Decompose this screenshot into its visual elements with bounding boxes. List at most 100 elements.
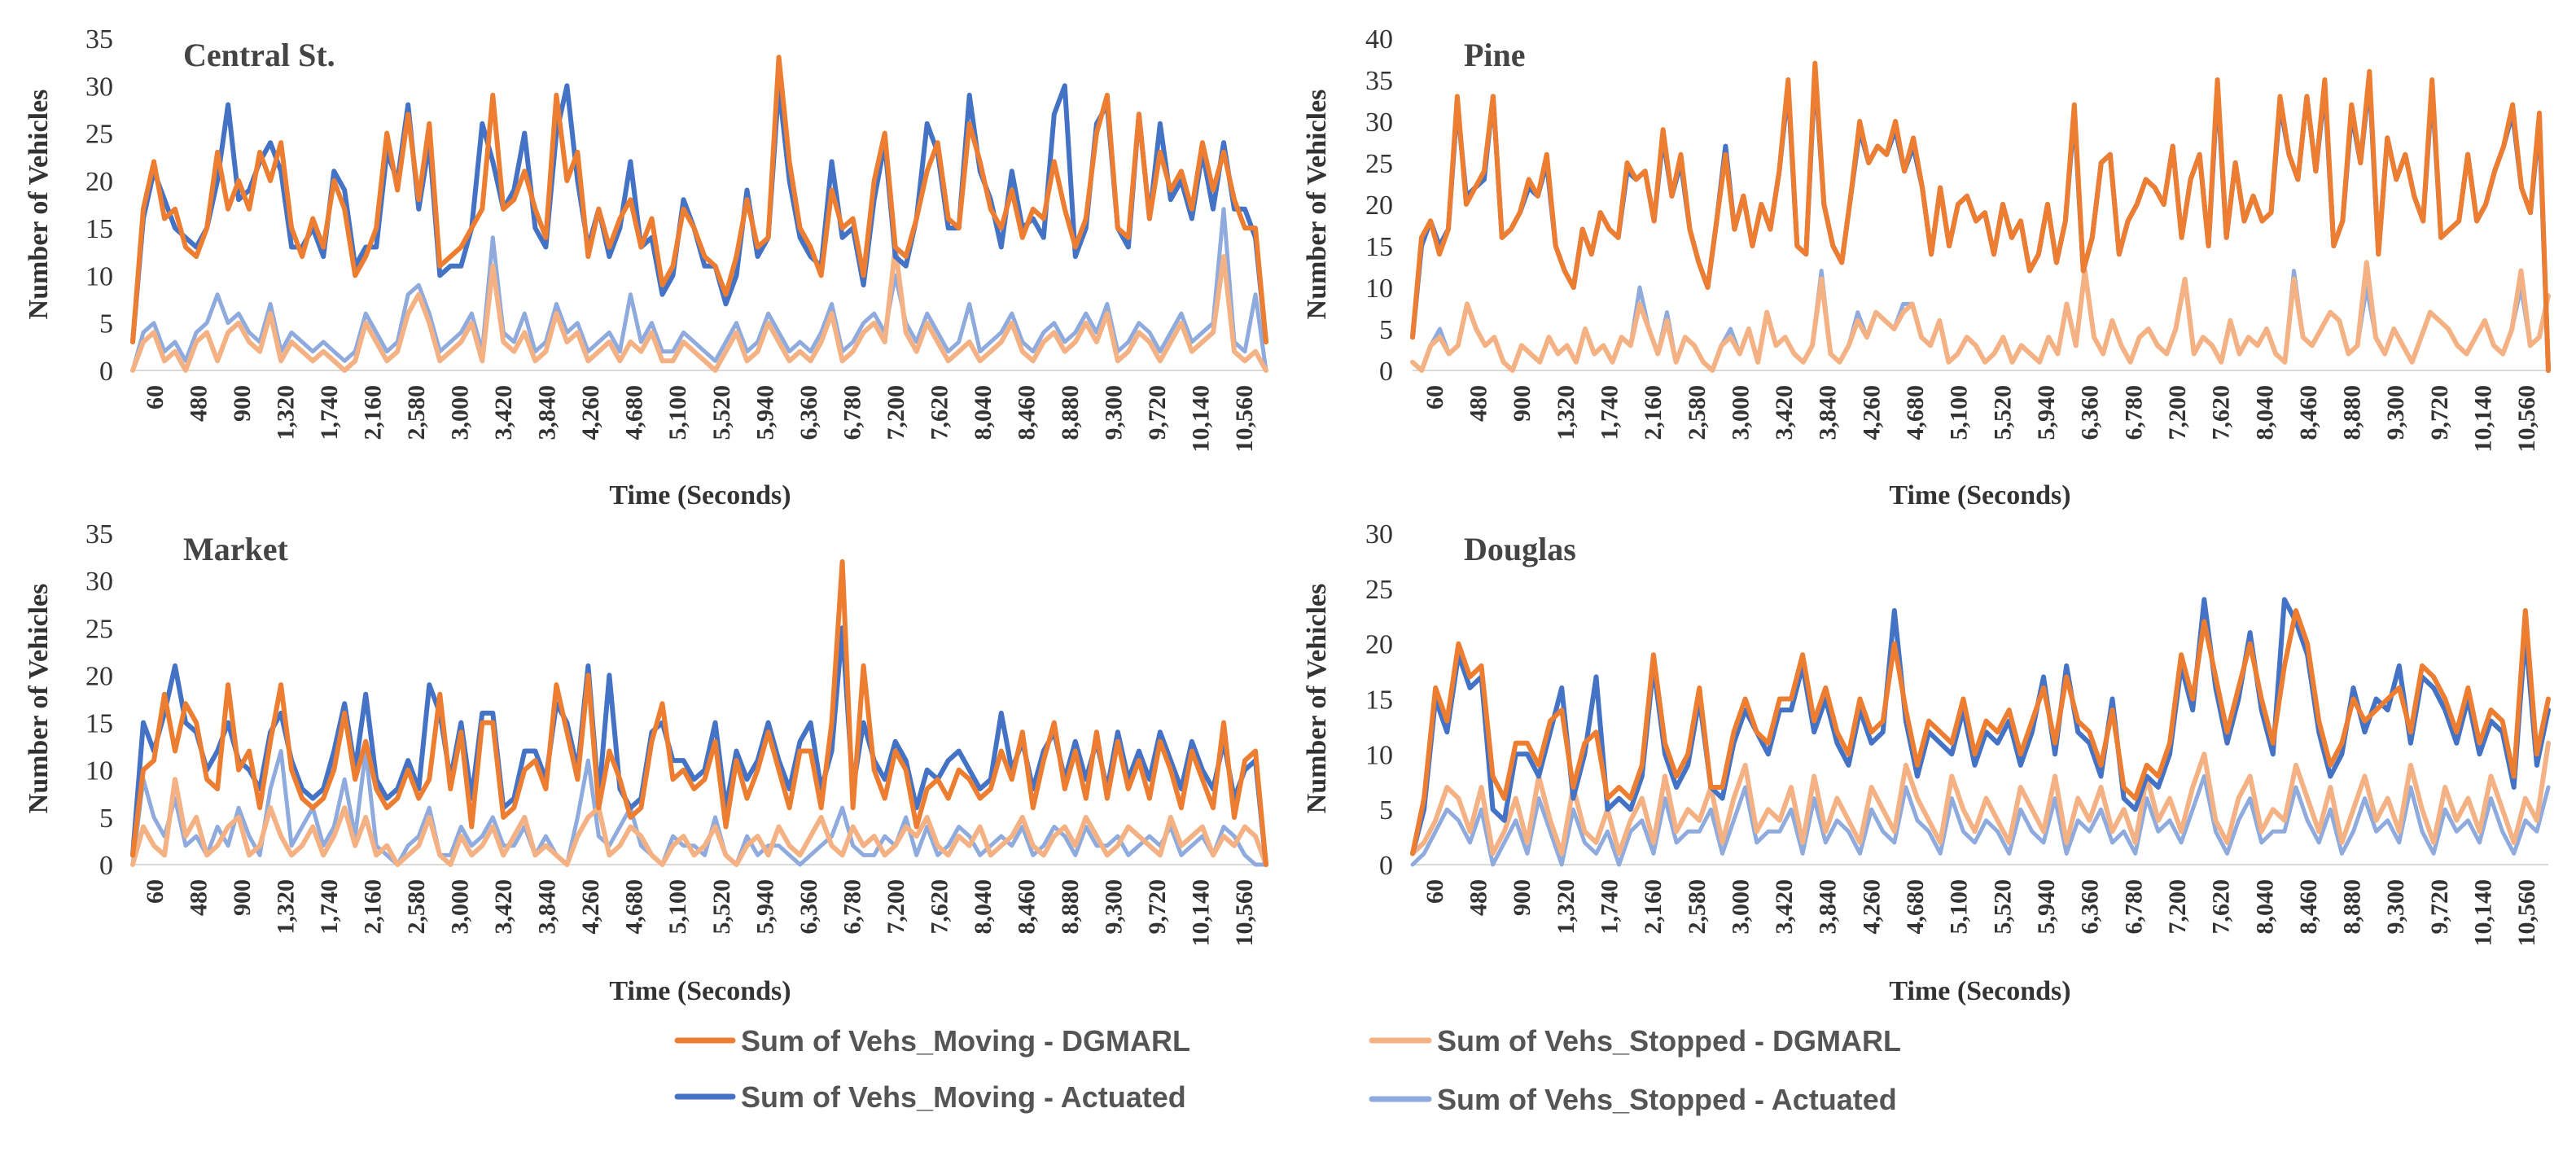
x-tick-label: 8,880 bbox=[1057, 879, 1084, 935]
x-tick-label: 5,940 bbox=[751, 385, 778, 440]
x-tick-label: 7,620 bbox=[926, 879, 953, 935]
x-tick-label: 10,560 bbox=[2513, 879, 2540, 947]
series-line-sum-of-vehs-moving-actuated bbox=[130, 625, 1268, 867]
series-line-sum-of-vehs-stopped-actuated bbox=[130, 207, 1268, 373]
x-tick-label: 4,680 bbox=[621, 879, 648, 935]
x-tick-label: 3,420 bbox=[490, 879, 517, 935]
x-tick-label: 480 bbox=[185, 385, 212, 422]
y-tick-label: 20 bbox=[1365, 191, 1393, 221]
x-tick-label: 5,100 bbox=[664, 879, 691, 935]
series-line-sum-of-vehs-stopped-dgmarl bbox=[1410, 740, 2551, 856]
y-tick-label: 0 bbox=[1379, 851, 1393, 881]
y-tick-label: 10 bbox=[85, 756, 113, 786]
x-tick-label: 6,360 bbox=[2077, 879, 2104, 935]
y-tick-label: 15 bbox=[85, 214, 113, 244]
x-tick-label: 3,840 bbox=[1815, 879, 1842, 935]
y-tick-label: 15 bbox=[1365, 686, 1393, 716]
y-axis-title: Number of Vehicles bbox=[1302, 90, 1332, 320]
x-tick-label: 2,580 bbox=[1684, 385, 1711, 440]
x-tick-label: 480 bbox=[1465, 385, 1492, 422]
y-tick-label: 40 bbox=[1365, 24, 1393, 55]
x-tick-label: 9,720 bbox=[2426, 385, 2453, 440]
chart-market: 0 5 10 15 20 25 30 35 60 480 900 1,320 1,740 2,160 2,5… bbox=[24, 519, 1268, 1006]
x-tick-label: 6,780 bbox=[839, 879, 865, 935]
legend-label: Sum of Vehs_Moving - DGMARL bbox=[741, 1024, 1190, 1058]
x-tick-label: 8,040 bbox=[970, 385, 997, 440]
y-tick-label: 10 bbox=[1365, 274, 1393, 304]
x-tick-label: 9,300 bbox=[2382, 385, 2409, 440]
x-tick-label: 60 bbox=[142, 385, 169, 410]
x-tick-label: 3,840 bbox=[534, 879, 561, 935]
x-tick-label: 10,140 bbox=[1188, 385, 1215, 453]
x-tick-label: 9,720 bbox=[1144, 879, 1171, 935]
x-tick-label: 1,740 bbox=[316, 385, 343, 440]
y-tick-label: 20 bbox=[85, 661, 113, 691]
chart-title: Market bbox=[183, 531, 289, 567]
x-tick-label: 3,000 bbox=[447, 879, 474, 935]
x-tick-label: 900 bbox=[1509, 879, 1536, 916]
x-tick-label: 3,420 bbox=[1771, 879, 1798, 935]
y-tick-label: 25 bbox=[85, 614, 113, 644]
x-tick-label: 5,940 bbox=[751, 879, 778, 935]
x-tick-label: 9,300 bbox=[1101, 879, 1128, 935]
chart-title: Central St. bbox=[183, 37, 335, 73]
x-tick-label: 5,100 bbox=[664, 385, 691, 440]
x-tick-label: 1,320 bbox=[1553, 879, 1579, 935]
y-tick-label: 5 bbox=[99, 804, 113, 834]
series-line-sum-of-vehs-stopped-dgmarl bbox=[130, 244, 1268, 373]
x-tick-label: 7,620 bbox=[2208, 879, 2235, 935]
x-tick-label: 3,420 bbox=[1771, 385, 1798, 440]
x-tick-label: 3,000 bbox=[1727, 879, 1754, 935]
y-tick-label: 35 bbox=[85, 519, 113, 550]
x-tick-label: 3,840 bbox=[1815, 385, 1842, 440]
series-line-sum-of-vehs-stopped-dgmarl bbox=[130, 777, 1268, 867]
y-tick-label: 0 bbox=[99, 851, 113, 881]
x-tick-label: 7,200 bbox=[883, 879, 909, 935]
x-tick-label: 7,200 bbox=[883, 385, 909, 440]
series-line-sum-of-vehs-stopped-actuated bbox=[1410, 774, 2551, 867]
legend-label: Sum of Vehs_Stopped - DGMARL bbox=[1437, 1024, 1901, 1058]
y-axis-title: Number of Vehicles bbox=[24, 584, 54, 814]
y-tick-label: 30 bbox=[1365, 519, 1393, 550]
x-tick-label: 8,040 bbox=[2251, 385, 2278, 440]
x-tick-label: 4,680 bbox=[1902, 879, 1929, 935]
x-axis-title: Time (Seconds) bbox=[1889, 976, 2070, 1006]
legend-label: Sum of Vehs_Stopped - Actuated bbox=[1437, 1083, 1897, 1116]
x-tick-label: 10,560 bbox=[2513, 385, 2540, 453]
y-tick-label: 10 bbox=[1365, 740, 1393, 770]
series-line-sum-of-vehs-moving-dgmarl bbox=[1410, 608, 2551, 856]
y-tick-label: 25 bbox=[1365, 149, 1393, 179]
x-tick-label: 8,880 bbox=[1057, 385, 1084, 440]
x-tick-label: 8,040 bbox=[970, 879, 997, 935]
x-tick-label: 10,560 bbox=[1231, 879, 1258, 947]
x-tick-label: 2,580 bbox=[403, 879, 430, 935]
x-tick-label: 7,200 bbox=[2164, 879, 2191, 935]
y-tick-label: 25 bbox=[85, 120, 113, 150]
series-line-sum-of-vehs-moving-dgmarl bbox=[130, 558, 1268, 867]
x-tick-label: 7,620 bbox=[2208, 385, 2235, 440]
x-tick-label: 1,320 bbox=[272, 385, 299, 440]
x-tick-label: 9,300 bbox=[1101, 385, 1128, 440]
y-tick-label: 25 bbox=[1365, 575, 1393, 605]
x-tick-label: 9,720 bbox=[2426, 879, 2453, 935]
x-tick-label: 60 bbox=[1422, 385, 1448, 410]
x-tick-label: 60 bbox=[1422, 879, 1448, 904]
x-tick-label: 8,880 bbox=[2339, 385, 2366, 440]
x-tick-label: 6,360 bbox=[2077, 385, 2104, 440]
x-tick-label: 480 bbox=[1465, 879, 1492, 916]
x-tick-label: 10,140 bbox=[1188, 879, 1215, 947]
y-tick-label: 30 bbox=[85, 72, 113, 102]
x-tick-label: 1,740 bbox=[1596, 385, 1623, 440]
y-tick-label: 15 bbox=[85, 709, 113, 739]
y-tick-label: 5 bbox=[99, 309, 113, 339]
x-tick-label: 5,520 bbox=[1989, 879, 2016, 935]
x-tick-label: 5,520 bbox=[1989, 385, 2016, 440]
y-tick-label: 20 bbox=[1365, 630, 1393, 660]
x-tick-label: 8,040 bbox=[2251, 879, 2278, 935]
x-tick-label: 5,520 bbox=[708, 879, 735, 935]
x-tick-label: 8,460 bbox=[1014, 385, 1040, 440]
y-tick-label: 30 bbox=[1365, 107, 1393, 138]
x-tick-label: 60 bbox=[142, 879, 169, 904]
x-tick-label: 7,620 bbox=[926, 385, 953, 440]
